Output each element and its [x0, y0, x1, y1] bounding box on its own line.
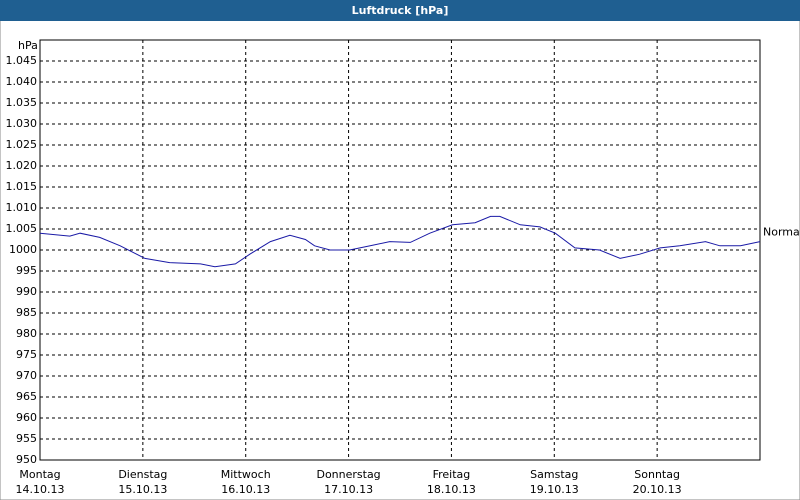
x-tick-date: 17.10.13 [324, 483, 373, 496]
y-axis-label: hPa [18, 39, 38, 52]
x-tick-date: 19.10.13 [530, 483, 579, 496]
x-tick-label: Mittwoch [221, 468, 271, 481]
y-tick-label: 995 [16, 264, 37, 277]
y-tick-label: 1.005 [6, 222, 38, 235]
y-tick-label: 1000 [9, 243, 37, 256]
y-tick-label: 1.040 [6, 75, 38, 88]
y-tick-label: 990 [16, 285, 37, 298]
y-tick-label: 955 [16, 432, 37, 445]
y-tick-label: 1.025 [6, 138, 38, 151]
x-tick-date: 16.10.13 [221, 483, 270, 496]
y-tick-label: 950 [16, 453, 37, 466]
x-tick-date: 18.10.13 [427, 483, 476, 496]
y-tick-label: 965 [16, 390, 37, 403]
x-tick-label: Samstag [530, 468, 578, 481]
y-tick-label: 980 [16, 327, 37, 340]
x-tick-date: 15.10.13 [118, 483, 167, 496]
y-tick-label: 1.045 [6, 54, 38, 67]
x-tick-label: Dienstag [118, 468, 167, 481]
x-tick-date: 14.10.13 [16, 483, 65, 496]
y-tick-label: 1.020 [6, 159, 38, 172]
y-tick-label: 1.035 [6, 96, 38, 109]
x-tick-date: 20.10.13 [633, 483, 682, 496]
y-tick-label: 1.030 [6, 117, 38, 130]
y-tick-label: 975 [16, 348, 37, 361]
y-tick-label: 960 [16, 411, 37, 424]
annotation: Normal [763, 226, 800, 239]
y-tick-label: 1.010 [6, 201, 38, 214]
x-tick-label: Donnerstag [316, 468, 380, 481]
y-tick-label: 985 [16, 306, 37, 319]
x-tick-label: Montag [19, 468, 60, 481]
y-tick-label: 1.015 [6, 180, 38, 193]
title-bar [0, 0, 800, 21]
x-tick-label: Sonntag [634, 468, 680, 481]
pressure-line [39, 215, 761, 268]
x-tick-label: Freitag [433, 468, 471, 481]
chart-title: Luftdruck [hPa] [352, 4, 449, 17]
y-tick-label: 970 [16, 369, 37, 382]
